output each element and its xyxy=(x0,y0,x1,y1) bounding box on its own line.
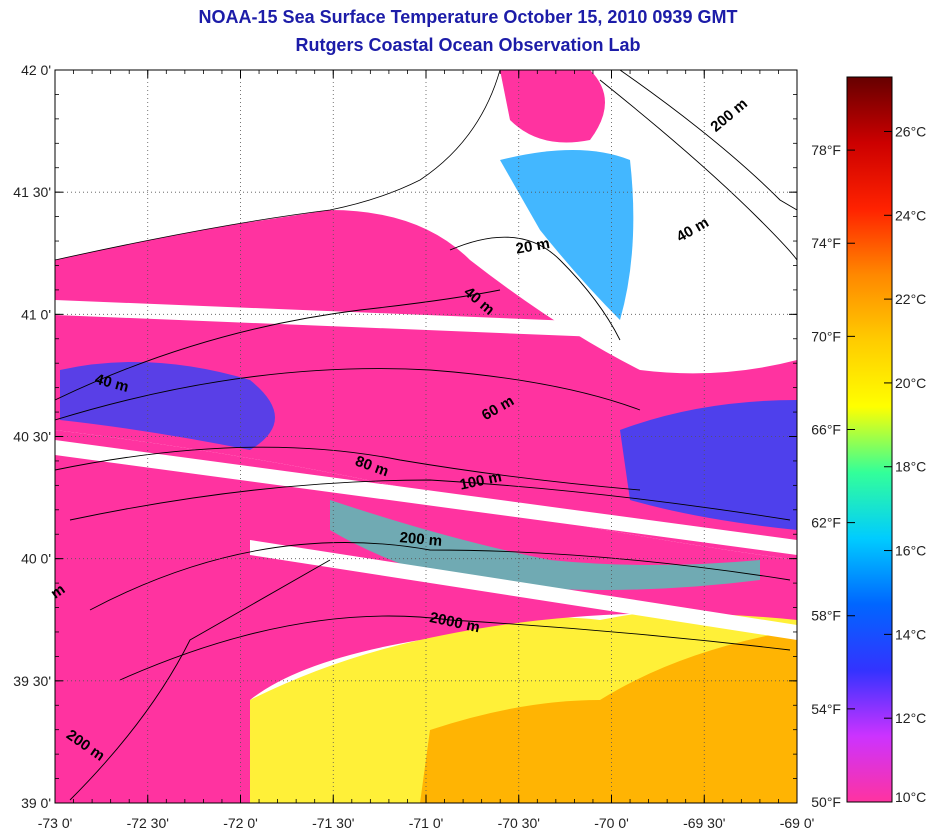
celsius-tick-label: 18°C xyxy=(895,459,926,475)
celsius-tick-label: 12°C xyxy=(895,710,926,726)
isobath-2000m xyxy=(119,615,791,681)
mid-water-region xyxy=(55,210,797,560)
latitude-axis: 42 0' 41 30' 41 0' 40 30' 40 0' 39 30' 39 0' xyxy=(13,62,797,811)
isobath-gulf-maine xyxy=(599,79,797,261)
celsius-tick-label: 24°C xyxy=(895,207,926,223)
teal-band xyxy=(330,500,760,590)
depth-label: 200 m xyxy=(399,529,443,550)
land-mass xyxy=(55,70,501,261)
cool-patch-east xyxy=(620,400,797,530)
fahrenheit-tick-label: 66°F xyxy=(811,421,841,437)
celsius-tick-label: 16°C xyxy=(895,543,926,559)
lat-tick-label: 41 30' xyxy=(13,184,51,200)
lat-tick-label: 40 30' xyxy=(13,429,51,445)
isobath-200m xyxy=(89,542,791,611)
cool-patch-west xyxy=(60,362,275,450)
shelf-water-region xyxy=(55,430,797,803)
celsius-tick-label: 22°C xyxy=(895,291,926,307)
lat-tick-label: 39 30' xyxy=(13,673,51,689)
fahrenheit-tick-label: 54°F xyxy=(811,701,841,717)
fahrenheit-tick-label: 58°F xyxy=(811,608,841,624)
longitude-axis: -73 0' -72 30' -72 0' -71 30' -71 0' -70 30' -… xyxy=(38,70,815,831)
lon-tick-label: -72 30' xyxy=(127,815,169,831)
lat-tick-label: 40 0' xyxy=(21,551,51,567)
celsius-tick-label: 10°C xyxy=(895,789,926,805)
celsius-scale: 10°C 12°C 14°C 16°C 18°C 20°C 22°C 24°C 26°C xyxy=(884,123,926,805)
lon-tick-label: -69 30' xyxy=(683,815,725,831)
isobath-20m xyxy=(449,236,621,341)
lon-tick-label: -71 30' xyxy=(312,815,354,831)
isobath-80m xyxy=(55,446,641,491)
fahrenheit-tick-label: 78°F xyxy=(811,142,841,158)
cape-cod-water xyxy=(500,70,605,143)
isobath-40m xyxy=(55,289,501,401)
lon-tick-label: -71 0' xyxy=(409,815,444,831)
isobath-100m xyxy=(69,479,791,521)
fahrenheit-tick-label: 74°F xyxy=(811,235,841,251)
celsius-tick-label: 26°C xyxy=(895,123,926,139)
warm-core-region xyxy=(420,630,797,803)
lat-tick-label: 41 0' xyxy=(21,306,51,322)
isobath-lines xyxy=(55,70,797,801)
lon-tick-label: -73 0' xyxy=(38,815,73,831)
lon-tick-label: -72 0' xyxy=(223,815,258,831)
chart-subtitle: Rutgers Coastal Ocean Observation Lab xyxy=(295,35,641,55)
lat-tick-label: 39 0' xyxy=(21,795,51,811)
fahrenheit-tick-label: 50°F xyxy=(811,794,841,810)
fahrenheit-tick-label: 62°F xyxy=(811,515,841,531)
fahrenheit-scale: 50°F 54°F 58°F 62°F 66°F 70°F 74°F 78°F xyxy=(811,142,855,810)
celsius-tick-label: 20°C xyxy=(895,375,926,391)
lon-tick-label: -70 30' xyxy=(498,815,540,831)
colorbar-gradient xyxy=(846,76,893,803)
chart-title: NOAA-15 Sea Surface Temperature October … xyxy=(198,7,738,27)
celsius-tick-label: 14°C xyxy=(895,626,926,642)
lon-tick-label: -69 0' xyxy=(780,815,815,831)
isobath-60m xyxy=(55,368,641,421)
fahrenheit-tick-label: 70°F xyxy=(811,328,841,344)
lon-tick-label: -70 0' xyxy=(594,815,629,831)
lat-tick-label: 42 0' xyxy=(21,62,51,78)
temperature-colorbar: 10°C 12°C 14°C 16°C 18°C 20°C 22°C 24°C 26°C 50°… xyxy=(811,76,926,810)
cloud-gap-3 xyxy=(250,540,797,640)
isobath-200m-south xyxy=(69,559,331,801)
depth-label: 20 m xyxy=(514,235,551,258)
